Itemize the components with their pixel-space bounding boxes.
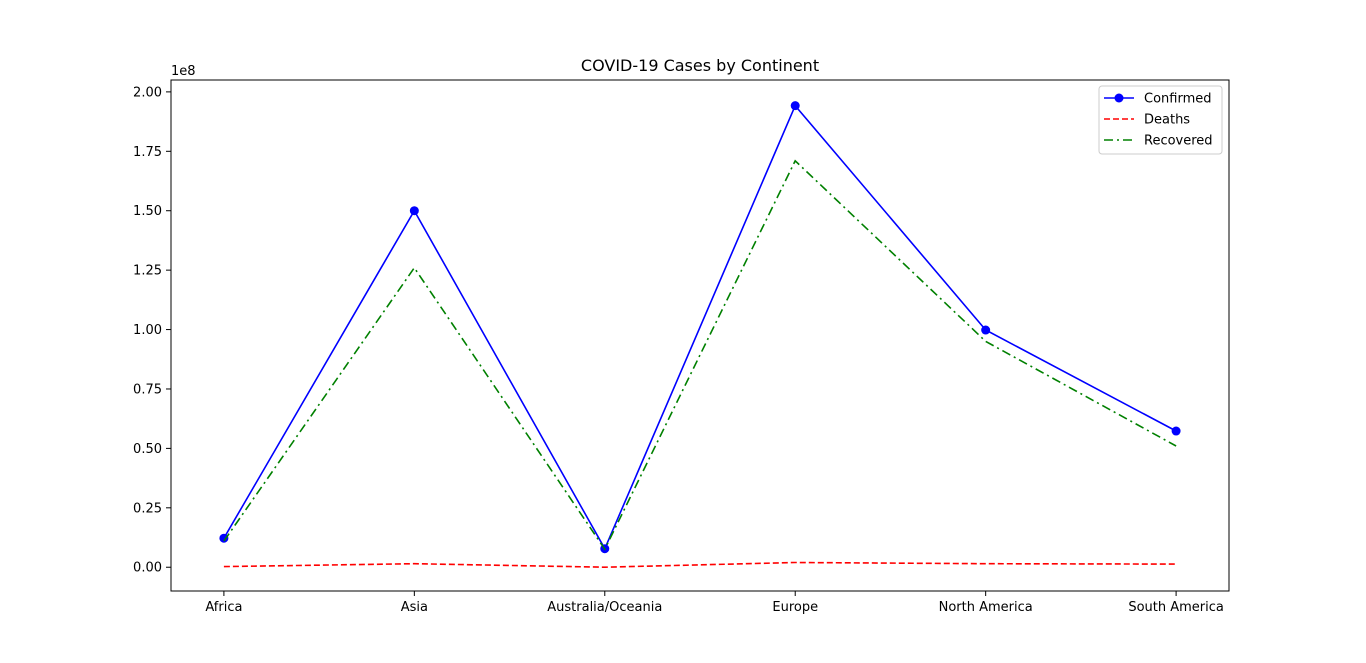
x-tick-label: South America: [1128, 600, 1224, 615]
y-tick-label: 0.50: [133, 442, 162, 457]
series-line-confirmed: [223, 104, 1177, 551]
x-axis: Africa Asia Australia/Oceania Europe North A…: [205, 591, 1224, 615]
x-tick-label: Australia/Oceania: [547, 600, 662, 615]
y-tick-label: 0.00: [133, 561, 162, 576]
x-tick-label: Africa: [205, 600, 242, 615]
legend-marker-confirmed: [1114, 93, 1124, 103]
y-tick-label: 1.50: [133, 204, 162, 219]
y-axis: 0.00 0.25 0.50 0.75 1.00 1.25 1.50 1.75 2.00: [133, 85, 171, 576]
y-tick-label: 0.75: [133, 382, 162, 397]
data-point-confirmed: [409, 206, 419, 216]
x-tick-label: Asia: [401, 600, 428, 615]
legend-label-confirmed: Confirmed: [1144, 92, 1212, 107]
y-tick-label: 2.00: [133, 85, 162, 100]
axes-frame: [170, 79, 1230, 592]
legend-label-recovered: Recovered: [1144, 134, 1213, 149]
data-point-confirmed: [1171, 426, 1181, 436]
legend: Confirmed Deaths Recovered: [1098, 85, 1223, 155]
series-line-deaths: [223, 561, 1177, 569]
legend-label-deaths: Deaths: [1144, 113, 1190, 128]
y-tick-label: 0.25: [133, 501, 162, 516]
data-point-confirmed: [790, 101, 800, 111]
chart-title: COVID-19 Cases by Continent: [581, 56, 819, 75]
y-tick-label: 1.75: [133, 145, 162, 160]
plot-layer: [219, 101, 1181, 569]
y-axis-offset-label: 1e8: [171, 64, 196, 79]
x-tick-label: North America: [939, 600, 1033, 615]
legend-box: [1098, 85, 1223, 155]
y-tick-label: 1.25: [133, 264, 162, 279]
data-point-confirmed: [219, 533, 229, 543]
y-tick-label: 1.00: [133, 323, 162, 338]
data-point-confirmed: [981, 325, 991, 335]
x-tick-label: Europe: [772, 600, 818, 615]
